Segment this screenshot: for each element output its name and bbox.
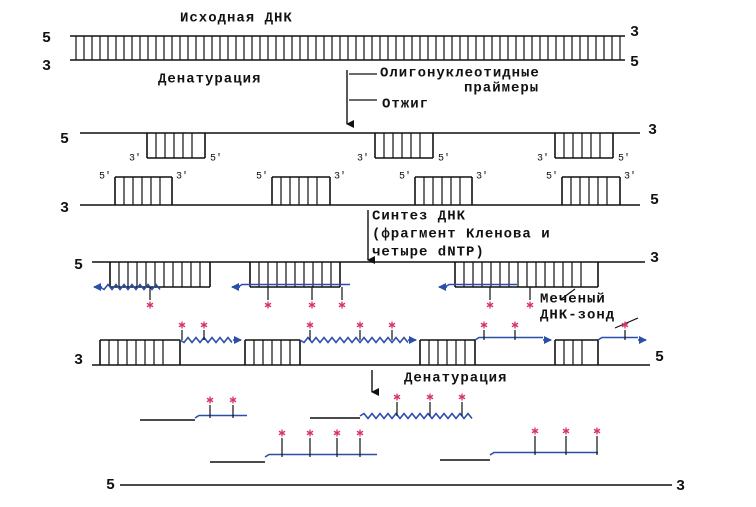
end-label: 3 — [648, 122, 658, 139]
step-label: Синтез ДНК — [372, 209, 466, 225]
label-marker — [486, 302, 494, 308]
end-label: 5 — [630, 54, 640, 71]
end-label: 3 — [650, 250, 660, 267]
end-label: 3 — [630, 24, 640, 41]
end-label: 5 — [655, 349, 665, 366]
label-marker — [356, 322, 364, 328]
label-marker — [200, 322, 208, 328]
primer-end: 5′ — [210, 153, 222, 165]
label-marker — [278, 430, 286, 436]
step-label: четыре dNTP) — [372, 245, 485, 261]
label-marker — [306, 322, 314, 328]
label-marker — [146, 302, 154, 308]
pointer — [614, 317, 639, 329]
probe-strand — [237, 283, 350, 288]
layout: 3′ 5′ 3′ 5′ 3′ 5′ 5′ 3′ 5′ 3′ 5′ 3′ 5′ 3′ — [70, 35, 672, 486]
label-marker — [333, 430, 341, 436]
end-label: 3 — [60, 200, 70, 217]
primer-end: 5′ — [99, 171, 111, 183]
label-marker — [393, 394, 401, 400]
label-marker — [229, 397, 237, 403]
label-marker — [511, 322, 519, 328]
primers-label: праймеры — [464, 81, 539, 97]
probe-strand — [359, 412, 473, 420]
probe-strand — [444, 283, 517, 288]
end-label: 5 — [42, 30, 52, 47]
probe-strand — [474, 336, 543, 341]
probe-label: ДНК-зонд — [540, 308, 615, 324]
primer-end: 3′ — [476, 171, 488, 183]
primer-end: 3′ — [176, 171, 188, 183]
probe-strand — [299, 336, 409, 344]
primer-end: 3′ — [334, 171, 346, 183]
label-marker — [480, 322, 488, 328]
primer-end: 5′ — [399, 171, 411, 183]
primer-end: 3′ — [129, 153, 141, 165]
primer-end: 3′ — [357, 153, 369, 165]
probe-label: Меченый — [540, 292, 606, 308]
step-label: Денатурация — [158, 72, 261, 88]
step-label: Отжиг — [382, 97, 429, 113]
label-marker — [356, 430, 364, 436]
label-marker — [531, 428, 539, 434]
probe-strand — [489, 451, 598, 456]
end-label: 5 — [60, 131, 70, 148]
probe-strand — [597, 336, 638, 341]
label-marker — [206, 397, 214, 403]
end-label: 3 — [74, 352, 84, 369]
step-label: Денатурация — [404, 371, 507, 387]
probe-strand — [264, 453, 377, 458]
end-label: 5 — [106, 477, 116, 494]
primer-end: 5′ — [546, 171, 558, 183]
probe-strand — [99, 283, 161, 291]
end-label: 3 — [42, 58, 52, 75]
primer-end: 3′ — [537, 153, 549, 165]
label-marker — [593, 428, 601, 434]
title: Исходная ДНК — [180, 11, 293, 27]
label-marker — [562, 428, 570, 434]
primer-end: 3′ — [624, 171, 636, 183]
label-marker — [388, 322, 396, 328]
label-marker — [458, 394, 466, 400]
label-marker — [264, 302, 272, 308]
primer-end: 5′ — [256, 171, 268, 183]
label-marker — [338, 302, 346, 308]
primer-end: 5′ — [618, 153, 630, 165]
end-label: 5 — [650, 192, 660, 209]
step-label: (фрагмент Кленова и — [372, 227, 551, 243]
label-marker — [621, 322, 629, 328]
primers-label: Олигонуклеотидные — [380, 66, 540, 82]
label-marker — [426, 394, 434, 400]
label-marker — [178, 322, 186, 328]
pointer — [559, 288, 576, 301]
primer-end: 5′ — [438, 153, 450, 165]
end-label: 5 — [74, 257, 84, 274]
label-marker — [526, 302, 534, 308]
probe-strand — [179, 336, 233, 344]
label-marker — [308, 302, 316, 308]
label-marker — [306, 430, 314, 436]
end-label: 3 — [676, 478, 686, 495]
probe-strand — [194, 414, 247, 419]
